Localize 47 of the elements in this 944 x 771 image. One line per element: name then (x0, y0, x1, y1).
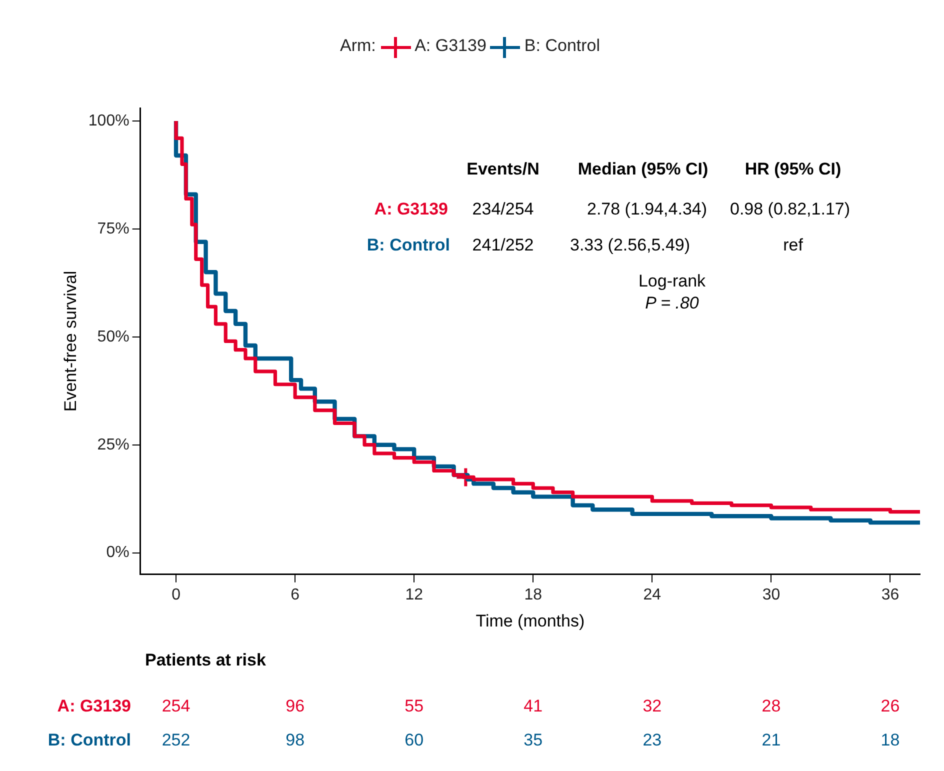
legend-label: A: G3139 (414, 36, 486, 55)
annotation: Median (95% CI) (578, 160, 708, 179)
annotation: P = .80 (645, 294, 700, 313)
x-tick-label: 18 (524, 586, 542, 604)
text: 35 (524, 730, 543, 750)
annotation: 0.98 (0.82,1.17) (730, 200, 850, 219)
x-tick-label: 0 (172, 586, 181, 604)
annotation: 234/254 (472, 200, 534, 219)
y-tick-label: 100% (88, 112, 130, 130)
text: 26 (880, 696, 900, 716)
annotation: HR (95% CI) (744, 160, 842, 179)
text: 18 (880, 730, 900, 750)
annotation: 3.33 (2.56,5.49) (570, 236, 690, 255)
text: 252 (162, 730, 190, 750)
y-tick-label: 25% (97, 436, 130, 454)
annotation: 2.78 (1.94,4.34) (586, 200, 708, 219)
text: Patients at risk (145, 650, 266, 670)
text: B: Control (48, 730, 131, 750)
annotation: 241/252 (472, 236, 534, 255)
text: 55 (404, 696, 424, 716)
y-tick-label: 0% (106, 544, 130, 562)
text: 23 (642, 730, 662, 750)
legend-title: Arm: (340, 36, 377, 55)
text: 21 (762, 730, 781, 750)
text: 28 (762, 696, 781, 716)
x-tick-label: 12 (405, 586, 424, 604)
text: 98 (286, 730, 305, 750)
x-tick-label: 36 (881, 586, 900, 604)
annotation: ref (783, 236, 804, 255)
text: 254 (162, 696, 190, 716)
x-axis-title: Time (months) (476, 611, 585, 630)
annotation: B: Control (366, 236, 450, 255)
text: 60 (404, 730, 424, 750)
y-tick-label: 50% (97, 328, 130, 346)
text: 32 (642, 696, 662, 716)
y-tick-label: 75% (97, 220, 130, 238)
x-tick-label: 24 (643, 586, 662, 604)
text: 96 (286, 696, 305, 716)
x-tick-label: 6 (290, 586, 300, 604)
annotation: Log-rank (638, 272, 706, 291)
y-axis-title: Event-free survival (60, 270, 80, 412)
annotation: Events/N (466, 160, 540, 179)
text: 41 (524, 696, 543, 716)
text: A: G3139 (57, 696, 131, 716)
annotation: A: G3139 (374, 200, 448, 219)
x-tick-label: 30 (762, 586, 780, 604)
legend-label: B: Control (524, 36, 600, 55)
